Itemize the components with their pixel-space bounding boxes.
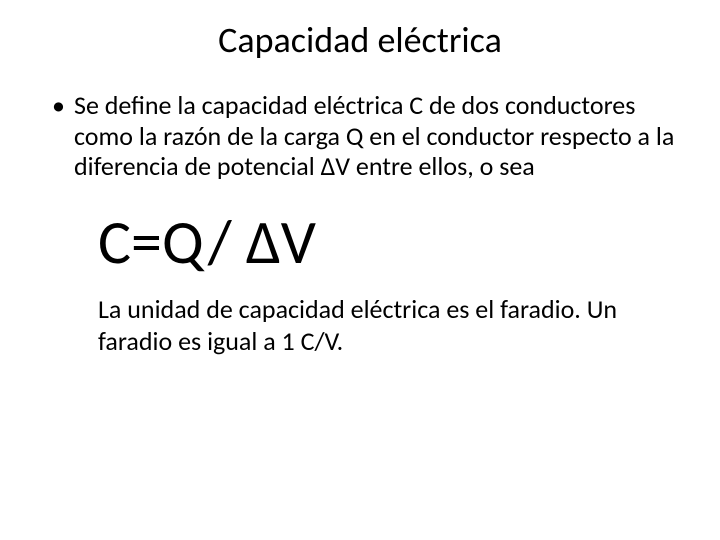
bullet-item: Se define la capacidad eléctrica C de do… (74, 90, 680, 182)
closing-text: La unidad de capacidad eléctrica es el f… (40, 294, 680, 357)
formula: C=Q/ ∆V (40, 204, 680, 280)
slide-body: Se define la capacidad eléctrica C de do… (40, 90, 680, 357)
slide: Capacidad eléctrica Se define la capacid… (0, 0, 720, 540)
bullet-list: Se define la capacidad eléctrica C de do… (40, 90, 680, 182)
slide-title: Capacidad eléctrica (40, 18, 680, 62)
